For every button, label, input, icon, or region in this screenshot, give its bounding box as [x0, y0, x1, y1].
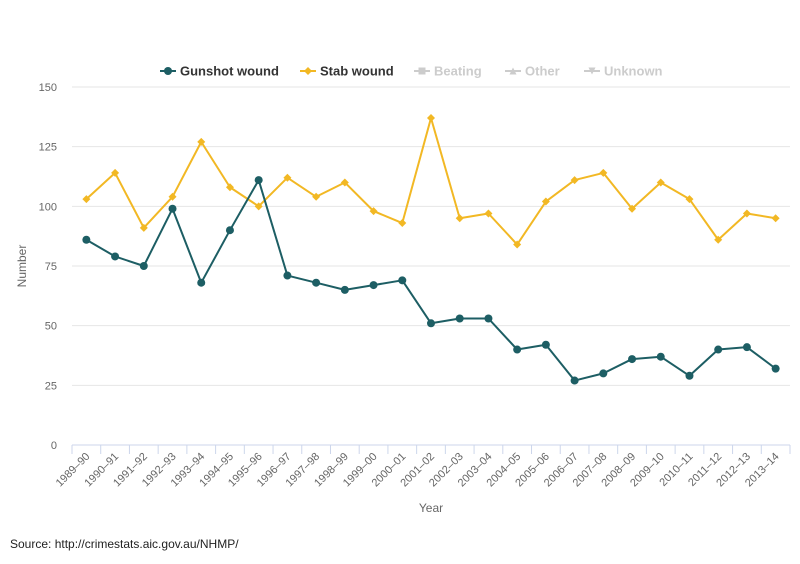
gunshot-wound-point	[685, 371, 694, 380]
stab-wound-point	[197, 137, 206, 146]
stab-wound-series-line	[85, 117, 776, 246]
gunshot-wound-point	[398, 276, 407, 285]
source-note: Source: http://crimestats.aic.gov.au/NHM…	[10, 537, 239, 551]
gunshot-wound-series-line	[85, 179, 777, 382]
y-tick-label: 25	[45, 380, 57, 392]
stab-wound-point	[168, 192, 177, 201]
line-chart: 02550751001251501989–901990–911991–92199…	[15, 64, 791, 515]
gunshot-wound-point	[283, 271, 292, 280]
gunshot-wound-point	[771, 364, 780, 373]
legend-marker-gunshot-wound	[164, 67, 172, 75]
gunshot-wound-point	[656, 352, 665, 361]
stab-wound-point	[340, 178, 349, 187]
stab-wound-point	[484, 209, 493, 218]
legend-item-unknown[interactable]: Unknown	[604, 64, 663, 79]
gunshot-wound-point	[225, 226, 234, 235]
stab-wound-point	[771, 214, 780, 223]
stab-wound-point	[398, 219, 407, 228]
y-tick-label: 100	[39, 201, 57, 213]
gunshot-wound-point	[714, 345, 723, 354]
stab-wound-point	[225, 183, 234, 192]
y-tick-label: 50	[45, 321, 57, 333]
stab-wound-point	[254, 202, 263, 211]
stab-wound-point	[570, 176, 579, 185]
stab-wound-point	[111, 168, 120, 177]
y-tick-label: 150	[39, 82, 57, 94]
stab-wound-point	[455, 214, 464, 223]
stab-wound-point	[714, 235, 723, 244]
stab-wound-point	[742, 209, 751, 218]
x-axis-title: Year	[419, 501, 443, 515]
gunshot-wound-point	[427, 319, 435, 328]
stab-wound-point	[139, 223, 148, 232]
legend-item-beating[interactable]: Beating	[434, 64, 482, 79]
stab-wound-point	[312, 192, 321, 201]
gunshot-wound-point	[628, 355, 637, 364]
gunshot-wound-point	[312, 278, 321, 287]
gunshot-wound-point	[197, 278, 206, 287]
gunshot-wound-point	[742, 343, 751, 352]
legend-item-stab-wound[interactable]: Stab wound	[320, 64, 394, 79]
stab-wound-point	[82, 195, 91, 204]
gunshot-wound-point	[599, 369, 608, 378]
gunshot-wound-point	[369, 281, 378, 290]
stab-wound-point	[628, 204, 637, 213]
y-axis-title: Number	[15, 245, 29, 288]
stab-wound-point	[656, 178, 665, 187]
legend-marker-unknown	[588, 67, 596, 75]
gunshot-wound-point	[111, 252, 120, 261]
gunshot-wound-point	[254, 176, 263, 185]
y-tick-label: 125	[39, 142, 57, 154]
gunshot-wound-point	[484, 314, 493, 323]
y-tick-label: 75	[45, 261, 57, 273]
legend-item-other[interactable]: Other	[525, 64, 560, 79]
gunshot-wound-point	[513, 345, 522, 354]
gunshot-wound-point	[455, 314, 464, 323]
stab-wound-point	[685, 195, 694, 204]
gunshot-wound-point	[570, 376, 579, 385]
legend-marker-stab-wound	[304, 67, 312, 75]
stab-wound-point	[513, 240, 522, 249]
legend-marker-other	[509, 67, 517, 75]
gunshot-wound-point	[340, 285, 349, 294]
legend-item-gunshot-wound[interactable]: Gunshot wound	[180, 64, 279, 79]
gunshot-wound-point	[139, 262, 148, 270]
stab-wound-point	[369, 207, 378, 216]
stab-wound-point	[427, 114, 435, 123]
stab-wound-point	[599, 168, 608, 177]
gunshot-wound-point	[168, 204, 177, 213]
stab-wound-point	[541, 197, 550, 206]
legend-marker-beating	[418, 67, 426, 75]
gunshot-wound-point	[82, 235, 91, 244]
gunshot-wound-point	[541, 340, 550, 349]
stab-wound-point	[283, 173, 292, 182]
y-tick-label: 0	[51, 440, 57, 452]
